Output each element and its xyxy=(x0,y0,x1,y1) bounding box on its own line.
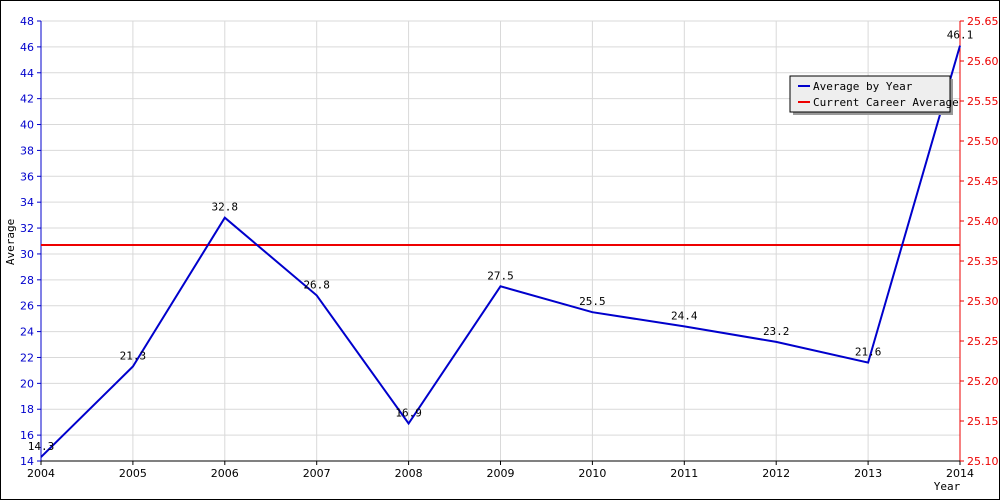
x-axis-title: Year xyxy=(934,480,961,493)
left-tick-label-11: 36 xyxy=(20,170,34,183)
left-tick-label-0: 14 xyxy=(20,455,34,468)
left-tick-label-7: 28 xyxy=(20,274,34,287)
x-tick-label-4: 2008 xyxy=(395,467,423,480)
data-label-2005: 21.3 xyxy=(120,350,147,363)
data-labels: 14.3 21.3 32.8 26.8 16.9 27.5 25.5 24.4 23.2 21.6… xyxy=(28,29,974,454)
left-tick-label-12: 38 xyxy=(20,144,34,157)
left-tick-label-3: 20 xyxy=(20,377,34,390)
axes: 14 16 18 20 22 24 26 28 30 32 34 36 38 40 42 44 46 48 2004… xyxy=(20,15,999,480)
right-tick-label-8: 25.50 xyxy=(967,135,999,148)
right-tick-label-7: 25.45 xyxy=(967,175,999,188)
x-tick-label-7: 2011 xyxy=(670,467,698,480)
right-tick-label-1: 25.15 xyxy=(967,415,999,428)
left-tick-label-1: 16 xyxy=(20,429,34,442)
x-tick-label-5: 2009 xyxy=(487,467,515,480)
right-tick-label-0: 25.10 xyxy=(967,455,999,468)
left-tick-label-6: 26 xyxy=(20,300,34,313)
left-tick-label-10: 34 xyxy=(20,196,34,209)
x-tick-label-10: 2014 xyxy=(946,467,974,480)
right-tick-label-4: 25.30 xyxy=(967,295,999,308)
series xyxy=(40,45,961,458)
right-tick-label-11: 25.65 xyxy=(967,15,999,28)
right-tick-label-3: 25.25 xyxy=(967,335,999,348)
data-label-2012: 23.2 xyxy=(763,325,790,338)
left-tick-label-16: 46 xyxy=(20,41,34,54)
right-tick-label-6: 25.40 xyxy=(967,215,999,228)
right-tick-label-5: 25.35 xyxy=(967,255,999,268)
data-label-2007: 26.8 xyxy=(303,278,330,291)
left-tick-label-14: 42 xyxy=(20,93,34,106)
x-tick-label-3: 2007 xyxy=(303,467,331,480)
data-label-2008: 16.9 xyxy=(395,406,422,419)
x-tick-label-0: 2004 xyxy=(27,467,55,480)
data-label-2011: 24.4 xyxy=(671,309,698,322)
left-tick-label-15: 44 xyxy=(20,67,34,80)
average-by-year-line xyxy=(40,45,961,458)
left-tick-label-8: 30 xyxy=(20,248,34,261)
right-tick-label-10: 25.60 xyxy=(967,55,999,68)
legend-label-career-average: Current Career Average xyxy=(813,96,959,109)
data-label-2004: 14.3 xyxy=(28,440,55,453)
x-tick-label-1: 2005 xyxy=(119,467,147,480)
data-label-2014: 46.1 xyxy=(947,29,974,42)
right-tick-label-2: 25.20 xyxy=(967,375,999,388)
data-label-2013: 21.6 xyxy=(855,346,882,359)
data-label-2009: 27.5 xyxy=(487,269,514,282)
right-tick-label-9: 25.55 xyxy=(967,95,999,108)
x-tick-label-2: 2006 xyxy=(211,467,239,480)
data-label-2006: 32.8 xyxy=(212,201,239,214)
left-tick-label-17: 48 xyxy=(20,15,34,28)
legend-box xyxy=(789,75,951,113)
y-axis-title: Average xyxy=(4,219,17,265)
left-tick-label-9: 32 xyxy=(20,222,34,235)
grid xyxy=(40,20,961,462)
legend: Average by Year Current Career Average xyxy=(789,75,959,115)
left-tick-label-4: 22 xyxy=(20,351,34,364)
left-tick-label-2: 18 xyxy=(20,403,34,416)
data-label-2010: 25.5 xyxy=(579,295,606,308)
left-tick-label-5: 24 xyxy=(20,326,34,339)
x-tick-label-9: 2013 xyxy=(854,467,882,480)
x-tick-label-8: 2012 xyxy=(762,467,790,480)
x-tick-label-6: 2010 xyxy=(578,467,606,480)
legend-label-average-by-year: Average by Year xyxy=(813,80,913,93)
left-tick-label-13: 40 xyxy=(20,119,34,132)
